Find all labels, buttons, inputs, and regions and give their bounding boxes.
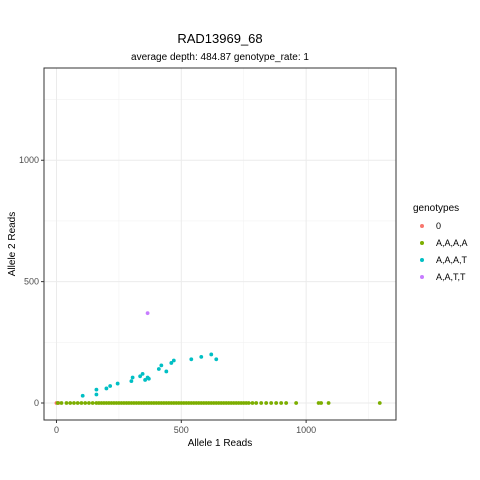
x-tick-label: 0 [54,425,59,435]
legend-key-0 [420,224,424,228]
point-a-a-a-a [83,401,87,405]
chart-subtitle: average depth: 484.87 genotype_rate: 1 [131,52,309,63]
x-tick-label: 500 [174,425,189,435]
point-a-a-a-t [159,363,163,367]
point-a-a-a-a [56,401,60,405]
point-a-a-a-a [247,401,251,405]
y-tick-label: 0 [34,398,39,408]
point-a-a-a-t [147,377,151,381]
legend-label-0: 0 [436,221,441,231]
point-a-a-a-a [294,401,298,405]
point-a-a-a-a [76,401,80,405]
legend-title: genotypes [413,203,459,214]
legend-key-a-a-t-t [420,275,424,279]
point-a-a-t-t [146,311,150,315]
point-a-a-a-a [274,401,278,405]
point-a-a-a-a [378,401,382,405]
point-a-a-a-a [87,401,91,405]
y-tick-label: 1000 [19,155,39,165]
legend-label-a-a-a-a: A,A,A,A [436,238,468,248]
point-a-a-a-t [95,388,99,392]
point-a-a-a-a [80,401,84,405]
legend-label-a-a-t-t: A,A,T,T [436,272,466,282]
y-axis-title: Allele 2 Reads [7,212,18,276]
x-axis-title: Allele 1 Reads [188,438,252,449]
point-a-a-a-t [199,355,203,359]
legend: genotypes 0 A,A,A,A A,A,A,T A,A,T,T [413,203,468,282]
point-a-a-a-t [95,393,99,397]
legend-key-a-a-a-t [420,258,424,262]
legend-key-a-a-a-a [420,241,424,245]
point-a-a-a-t [189,357,193,361]
point-a-a-a-a [68,401,72,405]
point-a-a-a-t [157,367,161,371]
point-a-a-a-t [81,394,85,398]
point-a-a-a-a [269,401,273,405]
x-tick-label: 1000 [296,425,316,435]
point-a-a-a-t [164,370,168,374]
point-a-a-a-a [251,401,255,405]
point-a-a-a-a [279,401,283,405]
point-a-a-a-a [72,401,76,405]
point-a-a-a-t [141,372,145,376]
y-tick-label: 500 [24,277,39,287]
y-axis-ticks: 0 500 1000 [19,155,44,408]
point-a-a-a-a [65,401,69,405]
point-a-a-a-t [116,382,120,386]
chart-title: RAD13969_68 [177,31,262,46]
point-a-a-a-a [60,401,64,405]
point-a-a-a-a [327,401,331,405]
point-a-a-a-a [91,401,95,405]
point-a-a-a-a [264,401,268,405]
point-a-a-a-a [254,401,258,405]
point-a-a-a-a [319,401,323,405]
point-a-a-a-t [131,376,135,380]
point-a-a-a-a [284,401,288,405]
point-a-a-a-t [108,384,112,388]
plot-panel [44,68,396,420]
point-a-a-a-a [259,401,263,405]
point-a-a-a-t [209,353,213,357]
legend-label-a-a-a-t: A,A,A,T [436,255,468,265]
point-a-a-a-t [214,357,218,361]
point-a-a-a-t [129,379,133,383]
point-a-a-a-t [105,387,109,391]
x-axis-ticks: 0 500 1000 [54,420,316,435]
point-a-a-a-t [172,359,176,363]
